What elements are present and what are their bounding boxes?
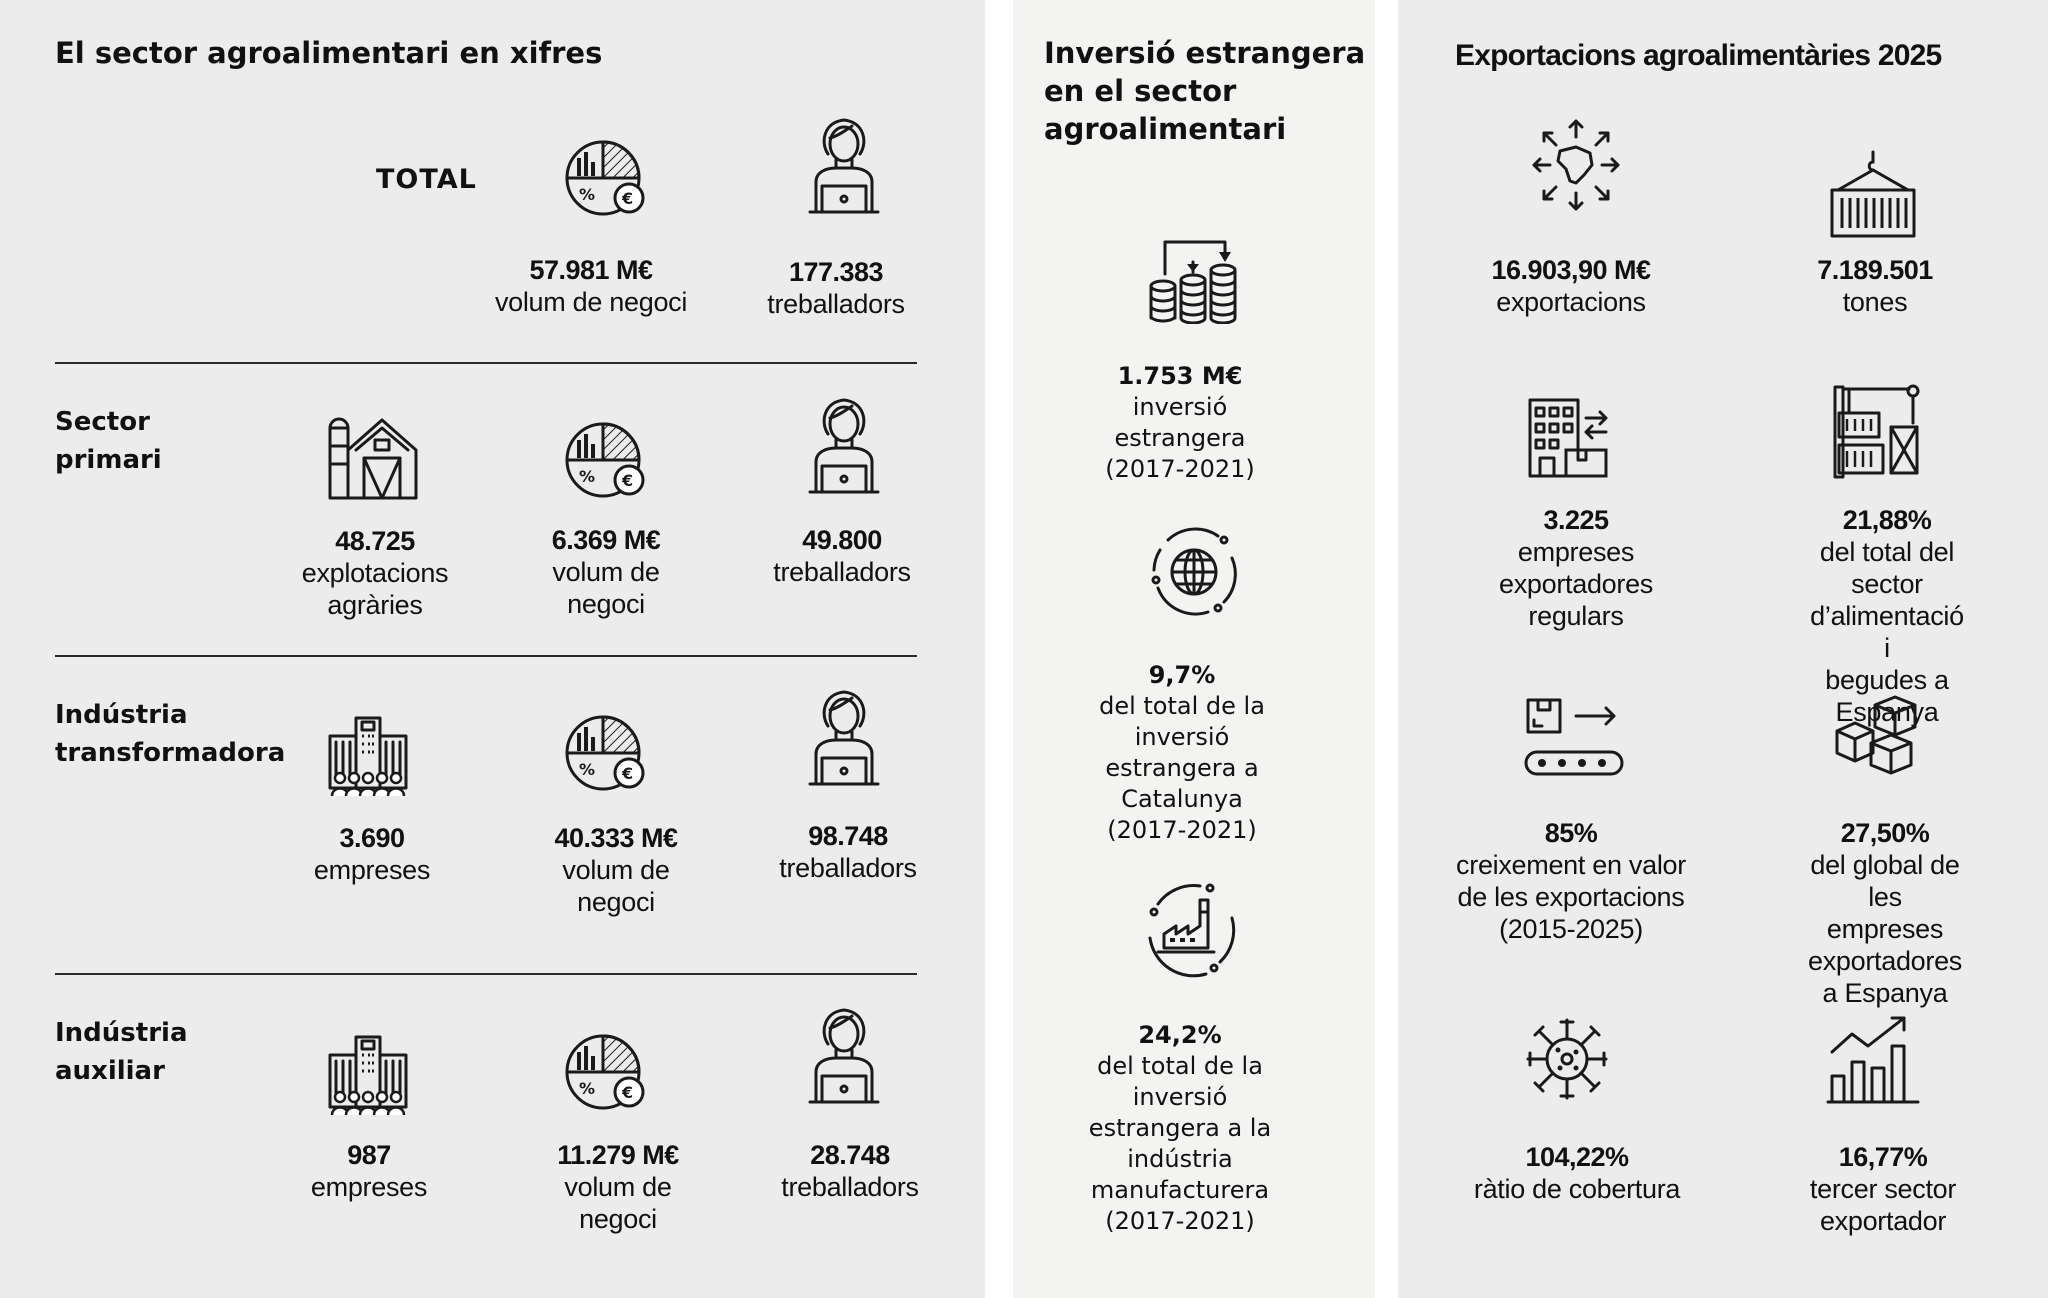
divider (55, 973, 917, 975)
shipping-container-icon (1828, 150, 1918, 240)
row-label-total: TOTAL (376, 164, 477, 195)
stat-value: 7.189.501 (1817, 255, 1933, 285)
factory-building-icon (326, 714, 410, 798)
stat-processing-workers: 98.748 treballadors (779, 821, 917, 883)
panel-title: Exportacions agroalimentàries 2025 (1455, 39, 1942, 72)
stat-value: 57.981 M€ (529, 255, 653, 285)
stat-value: 9,7% (1148, 661, 1216, 689)
worker-laptop-icon (806, 688, 882, 788)
stat-value: 98.748 (808, 821, 888, 851)
factory-building-icon (326, 1033, 410, 1117)
stat-total-workers: 177.383 treballadors (767, 256, 905, 320)
stat-share-food-sector: 21,88% del total del sector d’alimentaci… (1807, 504, 1968, 728)
stat-farms: 48.725 explotacions agràries (301, 526, 449, 620)
panel-exports: Exportacions agroalimentàries 2025 16.90… (1398, 0, 2048, 1298)
stat-processing-companies: 3.690 empreses (313, 823, 431, 885)
pie-chart-euro-icon (565, 1030, 649, 1114)
stat-value: 16,77% (1838, 1142, 1928, 1172)
growth-bars-icon (1826, 1012, 1920, 1106)
pie-chart-euro-icon (565, 711, 649, 795)
panel-sector-figures: El sector agroalimentari en xifres TOTAL… (0, 0, 985, 1298)
stat-value: 16.903,90 M€ (1491, 255, 1651, 285)
stat-processing-business-volume: 40.333 M€ volum de negoci (554, 823, 678, 917)
stat-foreign-investment: 1.753 M€ inversió estrangera (2017-2021) (1083, 361, 1278, 485)
conveyor-box-icon (1522, 696, 1626, 780)
stat-exports-value: 16.903,90 M€ exportacions (1491, 255, 1651, 317)
stat-value: 49.800 (802, 525, 882, 555)
stat-share-catalonia: 9,7% del total de la inversió estrangera… (1086, 660, 1279, 846)
divider (55, 362, 917, 364)
row-label-processing-industry: Indústria transformadora (55, 700, 286, 768)
stat-auxiliary-business-volume: 11.279 M€ volum de negoci (557, 1140, 679, 1234)
stat-value: 987 (347, 1140, 391, 1170)
stat-auxiliary-companies: 987 empreses (310, 1140, 428, 1202)
farm-barn-icon (326, 410, 418, 502)
row-label-primary-sector: Sector primari (55, 407, 162, 475)
stat-value: 27,50% (1840, 818, 1930, 848)
stat-value: 85% (1544, 818, 1598, 848)
stat-value: 1.753 M€ (1117, 362, 1243, 390)
stat-desc: treballadors (767, 289, 905, 319)
stat-auxiliary-workers: 28.748 treballadors (781, 1140, 919, 1202)
row-label-auxiliary-industry: Indústria auxiliar (55, 1018, 188, 1086)
panel-title: Inversió estrangera en el sector agroalime… (1044, 36, 1366, 146)
stat-value: 24,2% (1138, 1021, 1222, 1049)
stat-coverage-ratio: 104,22% ràtio de cobertura (1473, 1142, 1681, 1204)
panel-foreign-investment: Inversió estrangera en el sector agroalime… (1013, 0, 1375, 1298)
stat-export-growth: 85% creixement en valor de les exportaci… (1456, 818, 1686, 944)
divider (55, 655, 917, 657)
stat-total-business-volume: 57.981 M€ volum de negoci (495, 254, 687, 318)
globe-cycle-icon (1148, 526, 1240, 618)
stat-exporting-companies: 3.225 empreses exportadores regulars (1499, 505, 1653, 631)
worker-laptop-icon (806, 396, 882, 496)
stat-value: 6.369 M€ (551, 525, 661, 555)
stat-desc: volum de negoci (494, 287, 688, 317)
stat-value: 3.690 (339, 823, 405, 853)
catalonia-map-arrows-icon (1528, 117, 1624, 213)
worker-laptop-icon (806, 1006, 882, 1106)
stat-share-exporters-spain: 27,50% del global de les empreses export… (1804, 817, 1967, 1009)
stat-value: 11.279 M€ (557, 1140, 679, 1170)
virus-coverage-icon (1522, 1014, 1612, 1104)
stat-primary-business-volume: 6.369 M€ volum de negoci (551, 525, 661, 619)
pie-chart-euro-icon (565, 136, 649, 220)
panel-title: El sector agroalimentari en xifres (55, 36, 603, 70)
office-export-icon (1526, 396, 1610, 480)
stat-value: 28.748 (810, 1140, 890, 1170)
stat-value: 104,22% (1525, 1142, 1629, 1172)
stat-exports-tonnes: 7.189.501 tones (1817, 255, 1933, 317)
stat-value: 40.333 M€ (554, 823, 678, 853)
factory-cycle-icon (1144, 882, 1240, 978)
stat-value: 48.725 (335, 526, 415, 556)
coins-transfer-icon (1147, 234, 1237, 324)
boxes-icon (1831, 693, 1921, 777)
stat-share-manufacturing: 24,2% del total de la inversió estranger… (1083, 1020, 1278, 1237)
port-crane-icon (1831, 383, 1923, 479)
pie-chart-euro-icon (565, 418, 649, 502)
stat-value: 21,88% (1842, 505, 1932, 535)
stat-value: 177.383 (788, 257, 884, 287)
worker-laptop-icon (806, 116, 882, 216)
stat-third-export-sector: 16,77% tercer sector exportador (1809, 1142, 1957, 1236)
stat-value: 3.225 (1543, 505, 1609, 535)
stat-primary-workers: 49.800 treballadors (773, 525, 911, 587)
